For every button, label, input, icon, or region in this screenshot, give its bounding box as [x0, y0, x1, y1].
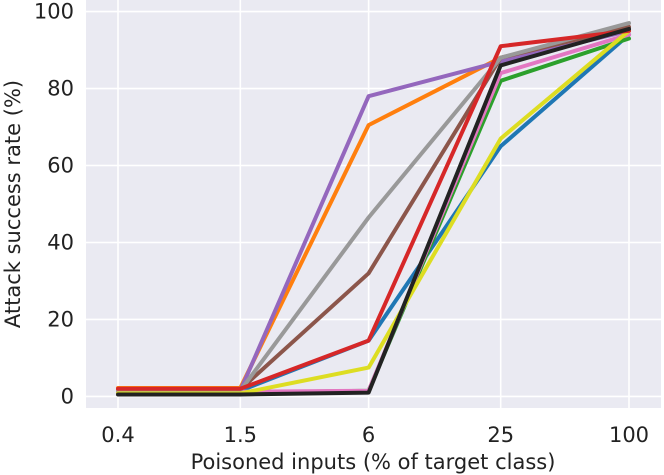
x-axis-ticks: 0.4 1.5 6 25 100 [101, 423, 649, 447]
y-tick-label: 0 [61, 384, 74, 408]
x-axis-label: Poisoned inputs (% of target class) [191, 450, 556, 474]
series-group [116, 21, 631, 397]
plot-background [86, 0, 661, 408]
x-tick-label: 6 [362, 423, 375, 447]
y-axis-ticks: 0 20 40 60 80 100 [34, 0, 74, 408]
y-tick-label: 40 [47, 230, 74, 254]
series-line [116, 26, 631, 397]
series-line [116, 28, 631, 391]
y-axis-label: Attack success rate (%) [1, 80, 25, 328]
x-tick-label: 100 [609, 423, 649, 447]
y-tick-label: 100 [34, 0, 74, 24]
x-tick-label: 0.4 [101, 423, 134, 447]
x-tick-label: 1.5 [224, 423, 257, 447]
y-tick-label: 20 [47, 307, 74, 331]
y-tick-label: 60 [47, 154, 74, 178]
x-tick-label: 25 [487, 423, 514, 447]
y-tick-label: 80 [47, 77, 74, 101]
